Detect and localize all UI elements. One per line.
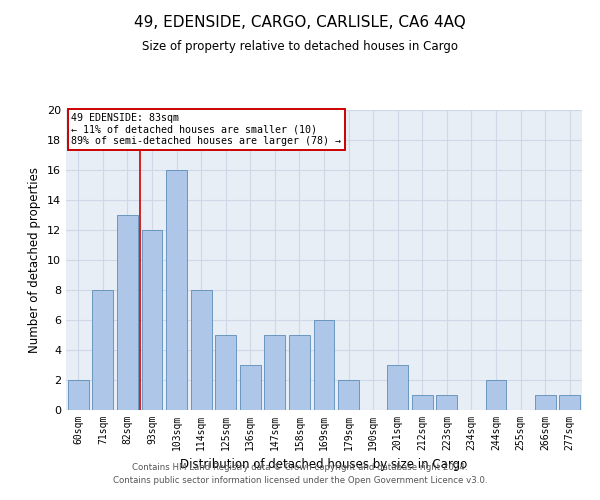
- Bar: [142, 230, 163, 410]
- Bar: [412, 395, 433, 410]
- Bar: [92, 290, 113, 410]
- Bar: [559, 395, 580, 410]
- Bar: [240, 365, 261, 410]
- Bar: [215, 335, 236, 410]
- Bar: [265, 335, 286, 410]
- Bar: [117, 215, 138, 410]
- Y-axis label: Number of detached properties: Number of detached properties: [28, 167, 41, 353]
- Bar: [314, 320, 334, 410]
- Bar: [436, 395, 457, 410]
- Bar: [338, 380, 359, 410]
- Bar: [166, 170, 187, 410]
- Bar: [535, 395, 556, 410]
- Text: 49 EDENSIDE: 83sqm
← 11% of detached houses are smaller (10)
89% of semi-detache: 49 EDENSIDE: 83sqm ← 11% of detached hou…: [71, 113, 341, 146]
- Bar: [387, 365, 408, 410]
- Bar: [485, 380, 506, 410]
- X-axis label: Distribution of detached houses by size in Cargo: Distribution of detached houses by size …: [181, 458, 467, 471]
- Bar: [191, 290, 212, 410]
- Bar: [289, 335, 310, 410]
- Text: Size of property relative to detached houses in Cargo: Size of property relative to detached ho…: [142, 40, 458, 53]
- Text: 49, EDENSIDE, CARGO, CARLISLE, CA6 4AQ: 49, EDENSIDE, CARGO, CARLISLE, CA6 4AQ: [134, 15, 466, 30]
- Bar: [68, 380, 89, 410]
- Text: Contains HM Land Registry data © Crown copyright and database right 2024.
Contai: Contains HM Land Registry data © Crown c…: [113, 464, 487, 485]
